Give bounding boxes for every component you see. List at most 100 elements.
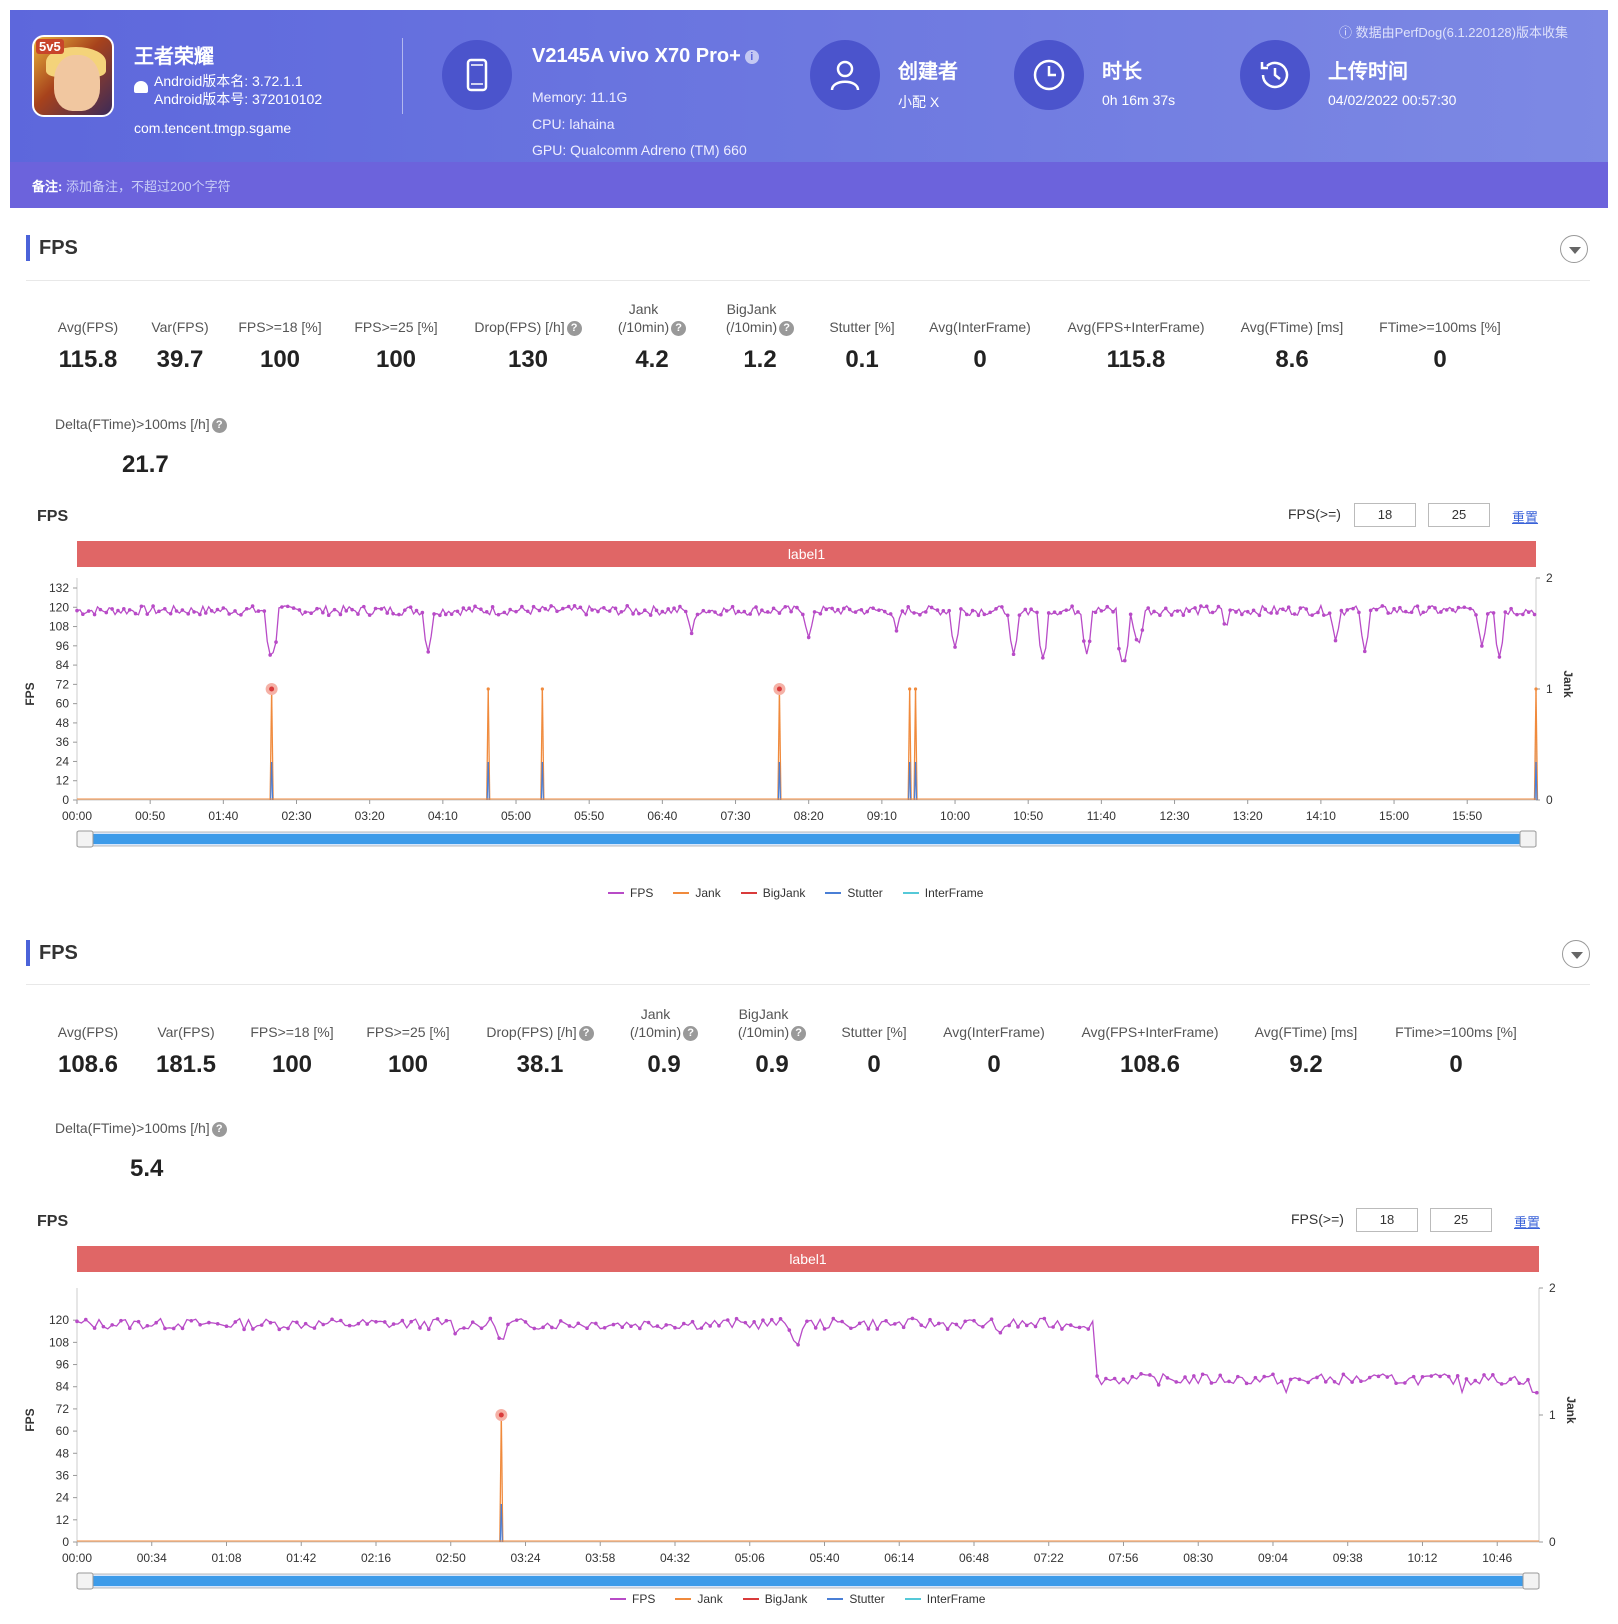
fps-point [752, 1320, 756, 1324]
legend-stutter[interactable]: Stutter [825, 886, 883, 900]
metric-label: Var(FPS) [157, 1024, 215, 1040]
fps-threshold-input-1[interactable]: 18 [1356, 1208, 1418, 1232]
fps-point [365, 1322, 370, 1326]
x-tick-label: 04:10 [428, 809, 458, 823]
fps-point [1398, 605, 1402, 610]
label-bar[interactable]: label1 [77, 1246, 1539, 1272]
fps-point [1376, 1374, 1381, 1379]
help-icon[interactable]: ? [779, 321, 795, 336]
jank-point [908, 687, 912, 691]
fps-point [822, 1327, 827, 1331]
fps-point [654, 608, 659, 613]
fps-point [1158, 613, 1162, 618]
x-tick-label: 05:50 [574, 809, 604, 823]
stutter-spike [1535, 761, 1538, 801]
help-icon[interactable]: ? [211, 417, 227, 433]
fps-point [1333, 638, 1338, 643]
help-icon[interactable]: ? [211, 1121, 227, 1137]
fps-point [681, 1321, 686, 1326]
fps-point [1485, 612, 1490, 616]
fps-point [646, 1320, 651, 1325]
fps-point [198, 612, 202, 617]
fps-point [408, 605, 413, 609]
fps-point [1497, 655, 1502, 659]
help-icon[interactable]: ? [671, 321, 687, 336]
y-tick-label: 0 [62, 793, 69, 807]
fps-point [1521, 612, 1525, 617]
fps-point [1304, 607, 1309, 611]
help-icon[interactable]: ? [578, 1026, 594, 1041]
metric-label: Stutter [%] [841, 1024, 907, 1040]
y-tick-label: 84 [56, 658, 70, 672]
collapse-dropdown-icon[interactable] [1562, 940, 1590, 968]
package-name: com.tencent.tmgp.sgame [134, 120, 292, 136]
legend-interframe[interactable]: InterFrame [902, 886, 983, 900]
fps-point [180, 1326, 185, 1331]
fps-point [157, 609, 161, 614]
help-icon[interactable]: ? [566, 321, 582, 336]
legend-bigjank[interactable]: BigJank [740, 886, 805, 900]
fps-point [1526, 1377, 1530, 1382]
fps-point [207, 1320, 211, 1325]
fps-point [163, 1326, 167, 1331]
metric-label: BigJank (/10min)? [690, 300, 830, 336]
fps-point [488, 1316, 493, 1321]
fps-point [602, 1325, 607, 1330]
fps-threshold-input-1[interactable]: 18 [1354, 503, 1416, 527]
x-tick-label: 00:00 [62, 809, 92, 823]
device-name: V2145A vivo X70 Pro+ i [532, 45, 759, 68]
fps-point [525, 609, 530, 614]
x-tick-label: 14:10 [1306, 809, 1336, 823]
metric-7: Stutter [%] 0 [804, 1005, 944, 1079]
legend-jank[interactable]: Jank [675, 1592, 723, 1606]
fps-point [315, 606, 319, 611]
metric-value: 181.5 [155, 1051, 217, 1078]
fps-point [637, 611, 641, 616]
metric-6: BigJank (/10min)? 1.2 [690, 300, 830, 374]
fps-point [1064, 608, 1069, 612]
legend-stutter[interactable]: Stutter [827, 1592, 885, 1606]
fps-point [982, 612, 987, 617]
fps-point [1007, 1323, 1011, 1328]
legend-interframe[interactable]: InterFrame [904, 1592, 985, 1606]
legend-bigjank[interactable]: BigJank [742, 1592, 807, 1606]
fps-point [1310, 613, 1314, 617]
fps-threshold-input-2[interactable]: 25 [1430, 1208, 1492, 1232]
reset-link[interactable]: 重置 [1512, 510, 1539, 525]
fps-point [163, 607, 167, 611]
fps-point [1192, 1374, 1196, 1378]
note-input[interactable]: 添加备注，不超过200个字符 [65, 179, 231, 194]
fps-point [497, 1336, 501, 1340]
legend-fps[interactable]: FPS [610, 1592, 655, 1606]
legend-fps[interactable]: FPS [608, 886, 653, 900]
fps-point [268, 653, 272, 657]
collapse-dropdown-icon[interactable] [1560, 235, 1588, 263]
x-tick-label: 05:00 [501, 809, 531, 823]
fps-point [233, 1320, 238, 1324]
fps-point [400, 1318, 405, 1323]
help-icon[interactable]: ? [683, 1026, 699, 1041]
metric-value: 38.1 [516, 1051, 564, 1078]
fps-point [1482, 1373, 1486, 1377]
fps-point [1327, 611, 1332, 615]
label-bar[interactable]: label1 [77, 541, 1536, 567]
fps-point [631, 612, 635, 616]
fps-point [672, 606, 676, 610]
fps-point [970, 608, 975, 613]
info-icon[interactable]: i [744, 49, 759, 64]
fps-threshold-input-2[interactable]: 25 [1428, 503, 1490, 527]
bigjank-point [776, 686, 782, 692]
help-icon[interactable]: ? [791, 1026, 807, 1041]
metric-6: BigJank (/10min)? 0.9 [702, 1005, 842, 1079]
fps-point [1070, 604, 1074, 609]
y-tick-label: 48 [56, 716, 70, 730]
jank-spike [914, 688, 918, 801]
reset-link[interactable]: 重置 [1514, 1215, 1541, 1230]
note-bar[interactable]: 备注: 添加备注，不超过200个字符 [10, 162, 1608, 208]
metric-label: Stutter [%] [829, 319, 895, 335]
legend-jank[interactable]: Jank [673, 886, 721, 900]
metric-value: 100 [271, 1051, 313, 1078]
fps-point [743, 1320, 748, 1325]
